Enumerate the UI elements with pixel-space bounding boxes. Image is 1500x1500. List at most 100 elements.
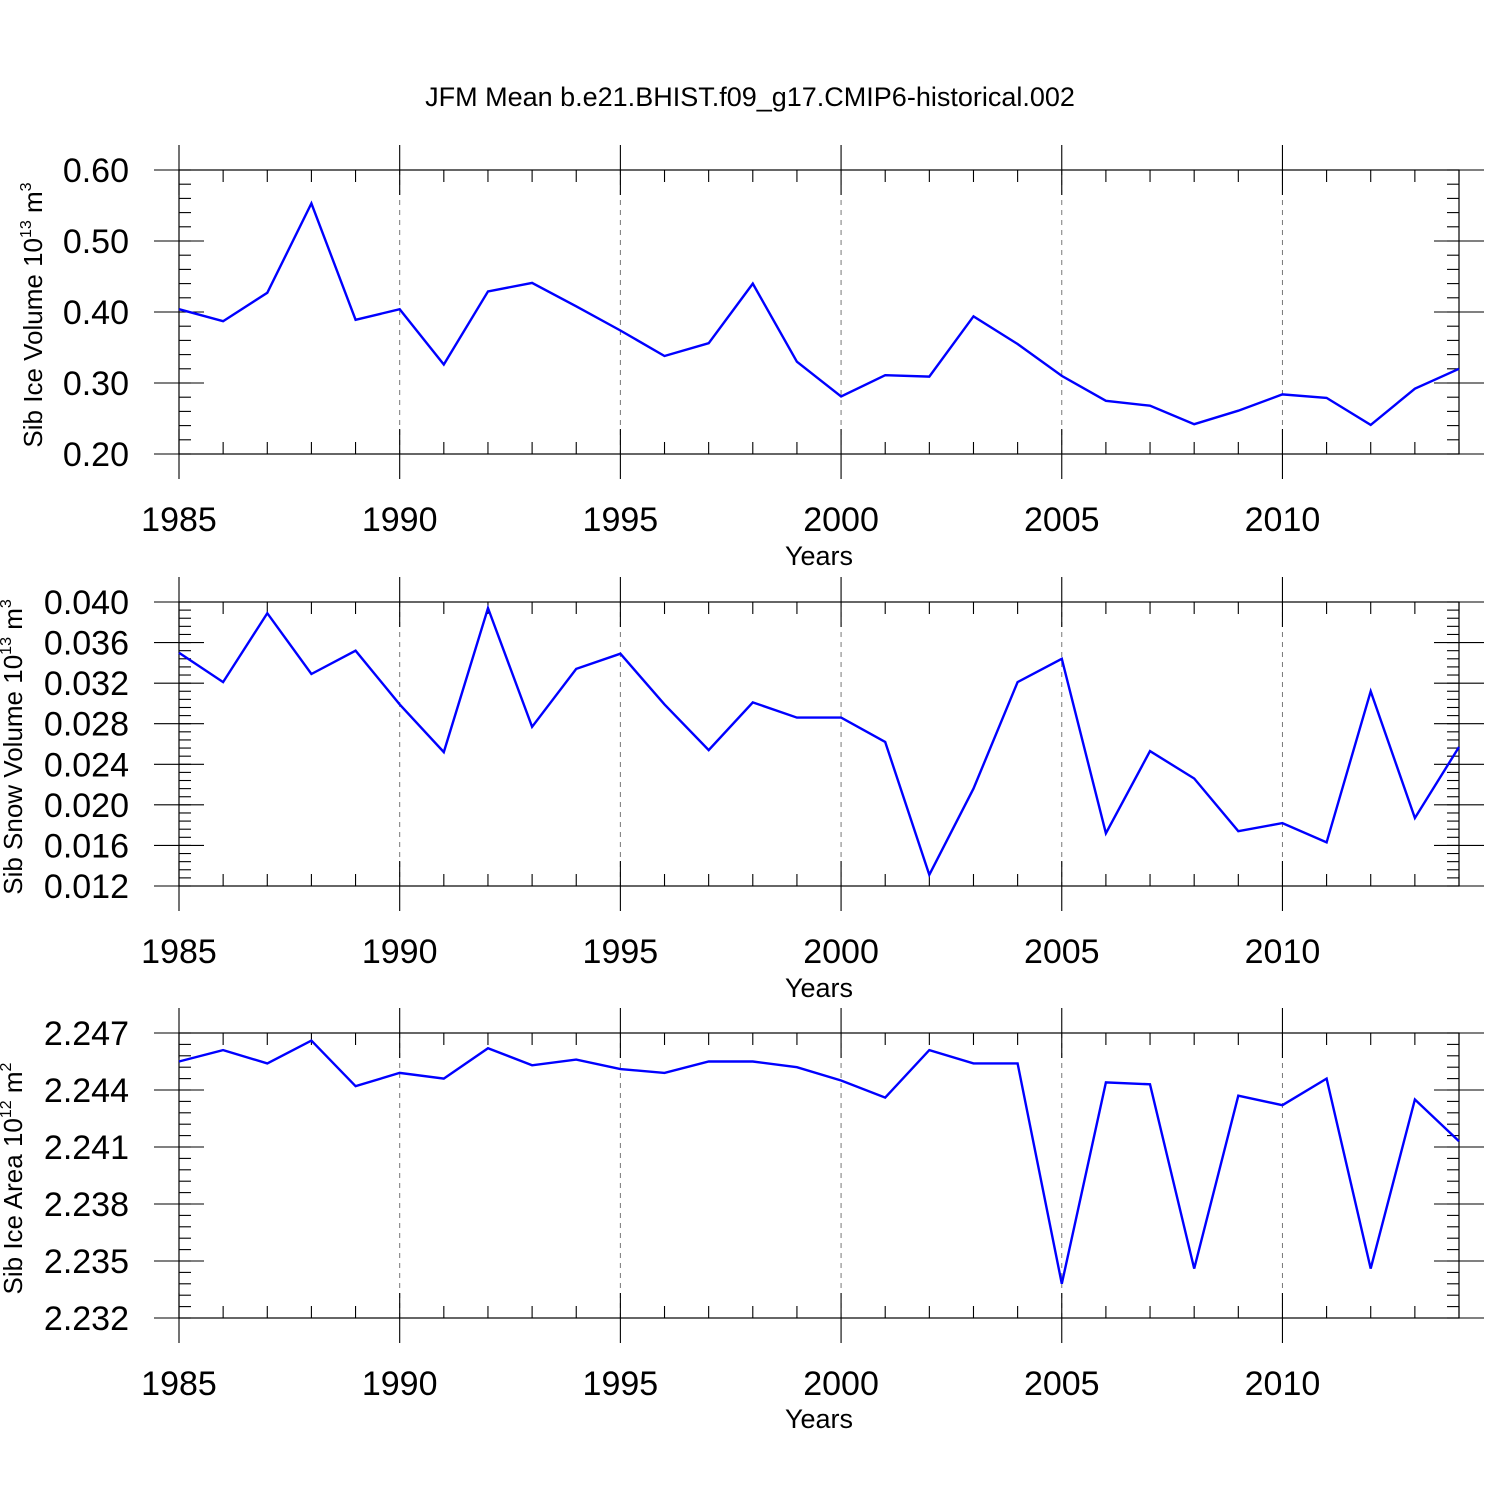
data-point-2005 [1060,1282,1064,1286]
data-point-1998 [751,1060,755,1064]
y-tick-label: 0.50 [63,223,129,261]
data-point-2001 [883,740,887,744]
y-axis-label: Sib Ice Volume 1013 m3 [18,182,48,447]
data-point-1985 [177,1060,181,1064]
y-tick-label: 0.036 [44,625,129,663]
y-tick-label: 2.241 [44,1129,129,1167]
data-point-1999 [795,360,799,364]
data-point-1995 [618,1067,622,1071]
x-tick-label: 1990 [362,933,438,971]
y-tick-label: 0.040 [44,584,129,622]
panels: 0.20 0.30 0.40 0.50 0.60 1985 1990 1995 2000 2005… [0,145,1484,1434]
data-point-2013 [1413,1098,1417,1102]
x-tick-label: 2010 [1245,501,1321,539]
panel-1: 0.20 0.30 0.40 0.50 0.60 1985 1990 1995 2000 2005… [18,145,1484,571]
x-tick-label: 1985 [141,933,217,971]
data-point-1990 [398,702,402,706]
data-point-1997 [707,341,711,345]
data-point-1988 [309,1039,313,1043]
data-point-2002 [927,375,931,379]
data-point-1999 [795,716,799,720]
data-point-2003 [971,787,975,791]
data-point-2002 [927,1048,931,1052]
data-point-1993 [530,725,534,729]
data-point-2009 [1236,829,1240,833]
data-point-2011 [1325,840,1329,844]
y-axis-label-main: Sib Ice Volume 10 [18,238,48,448]
data-point-1989 [354,318,358,322]
y-axis-label-main: Sib Ice Area 10 [0,1118,28,1294]
data-point-1992 [486,1046,490,1050]
data-point-2005 [1060,374,1064,378]
data-point-2014 [1457,745,1461,749]
data-point-2012 [1369,423,1373,427]
data-point-1987 [265,611,269,615]
data-point-1995 [618,328,622,332]
x-tick-label: 1990 [362,1365,438,1403]
x-tick-label: 1985 [141,501,217,539]
data-point-2009 [1236,1094,1240,1098]
x-axis-label: Years [785,973,853,1003]
y-tick-label: 2.235 [44,1243,129,1281]
y-axis-label-sup: 13 [18,220,35,238]
y-axis-label-unit: m [0,608,28,637]
data-point-2009 [1236,409,1240,413]
x-axis-label: Years [785,541,853,571]
y-axis-label-main: Sib Snow Volume 10 [0,655,28,895]
data-point-1986 [221,1048,225,1052]
data-point-1998 [751,282,755,286]
data-point-1988 [309,201,313,205]
data-point-2003 [971,314,975,318]
y-tick-label: 0.20 [63,436,129,474]
data-point-1985 [177,307,181,311]
data-point-2013 [1413,816,1417,820]
y-tick-label: 2.244 [44,1072,129,1110]
x-tick-label: 1995 [583,501,659,539]
data-point-1987 [265,291,269,295]
y-tick-label: 0.016 [44,827,129,865]
y-tick-label: 0.024 [44,746,129,784]
y-tick-label: 2.238 [44,1186,129,1224]
data-point-2001 [883,1096,887,1100]
data-point-1993 [530,1063,534,1067]
series-line [178,1039,1460,1285]
x-tick-label: 2010 [1245,933,1321,971]
data-point-2012 [1369,689,1373,693]
data-point-1995 [618,652,622,656]
data-point-2014 [1457,367,1461,371]
data-point-1996 [663,702,667,706]
data-point-2001 [883,373,887,377]
y-axis-label: Sib Snow Volume 1013 m3 [0,599,28,895]
x-tick-label: 2010 [1245,1365,1321,1403]
data-point-2000 [839,394,843,398]
panel-2: 0.0120.0160.0200.0240.0280.0320.0360.040… [0,577,1484,1003]
data-point-2006 [1104,831,1108,835]
data-point-2002 [927,873,931,877]
data-point-1989 [354,649,358,653]
x-tick-label: 2005 [1024,1365,1100,1403]
y-tick-label: 0.020 [44,787,129,825]
x-tick-label: 2000 [803,933,879,971]
data-point-2004 [1016,1061,1020,1065]
y-axis-label-unit-sup: 2 [0,1062,15,1071]
data-point-2006 [1104,399,1108,403]
x-tick-label: 1995 [583,1365,659,1403]
data-point-2010 [1280,1103,1284,1107]
data-point-2003 [971,1061,975,1065]
data-point-2010 [1280,821,1284,825]
data-point-1997 [707,748,711,752]
data-point-1994 [574,667,578,671]
data-point-1994 [574,304,578,308]
x-tick-label: 2005 [1024,933,1100,971]
data-point-2012 [1369,1267,1373,1271]
y-axis-label: Sib Ice Area 1012 m2 [0,1062,28,1294]
y-tick-label: 0.60 [63,152,129,190]
figure-title: JFM Mean b.e21.BHIST.f09_g17.CMIP6-histo… [425,82,1075,112]
x-tick-label: 2000 [803,501,879,539]
series-line [178,200,1460,427]
x-tick-label: 1990 [362,501,438,539]
data-point-2005 [1060,657,1064,661]
y-tick-label: 0.30 [63,365,129,403]
data-point-1988 [309,672,313,676]
